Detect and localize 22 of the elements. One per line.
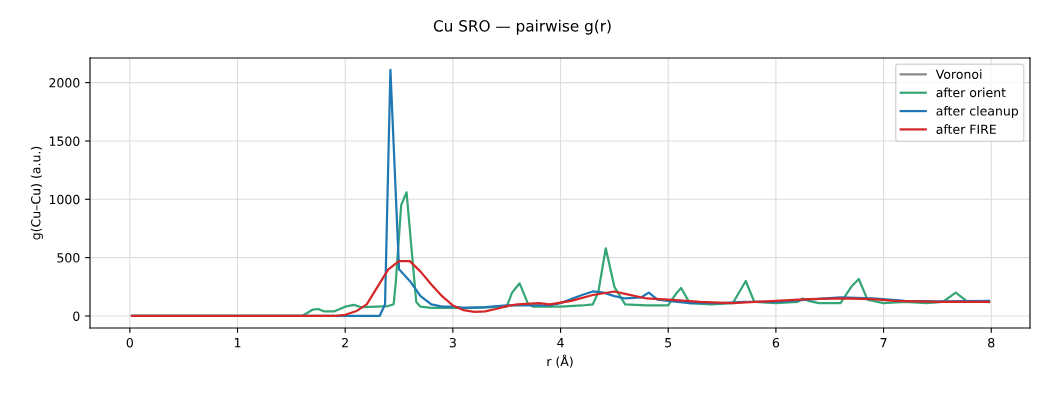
y-tick-label: 0 xyxy=(73,311,80,321)
x-tick-label: 3 xyxy=(449,337,456,348)
x-tick-label: 5 xyxy=(665,338,672,348)
legend-label: after cleanup xyxy=(936,105,1019,119)
y-tick-label: 1500 xyxy=(49,136,80,146)
x-tick-label: 4 xyxy=(557,338,564,348)
x-tick-label: 8 xyxy=(988,337,995,348)
y-axis-title: g(Cu–Cu) (a.u.) xyxy=(30,146,43,240)
y-tick-label: 2000 xyxy=(49,78,80,88)
line-series xyxy=(130,260,991,318)
x-axis-title: r (Å) xyxy=(547,354,573,368)
x-tick-label: 0 xyxy=(126,337,133,348)
chart-title: Cu SRO — pairwise g(r) xyxy=(433,19,611,35)
y-tick-label: 500 xyxy=(57,253,80,263)
y-tick-label: 1000 xyxy=(49,194,80,205)
legend-label: Voronoi xyxy=(935,69,982,79)
x-tick-label: 2 xyxy=(342,337,348,348)
legend-label: after FIRE xyxy=(936,124,996,134)
x-tick-label: 6 xyxy=(772,337,780,348)
legend-label: after orient xyxy=(936,87,1006,98)
x-tick-label: 7 xyxy=(880,338,887,348)
x-tick-label: 1 xyxy=(234,338,241,348)
